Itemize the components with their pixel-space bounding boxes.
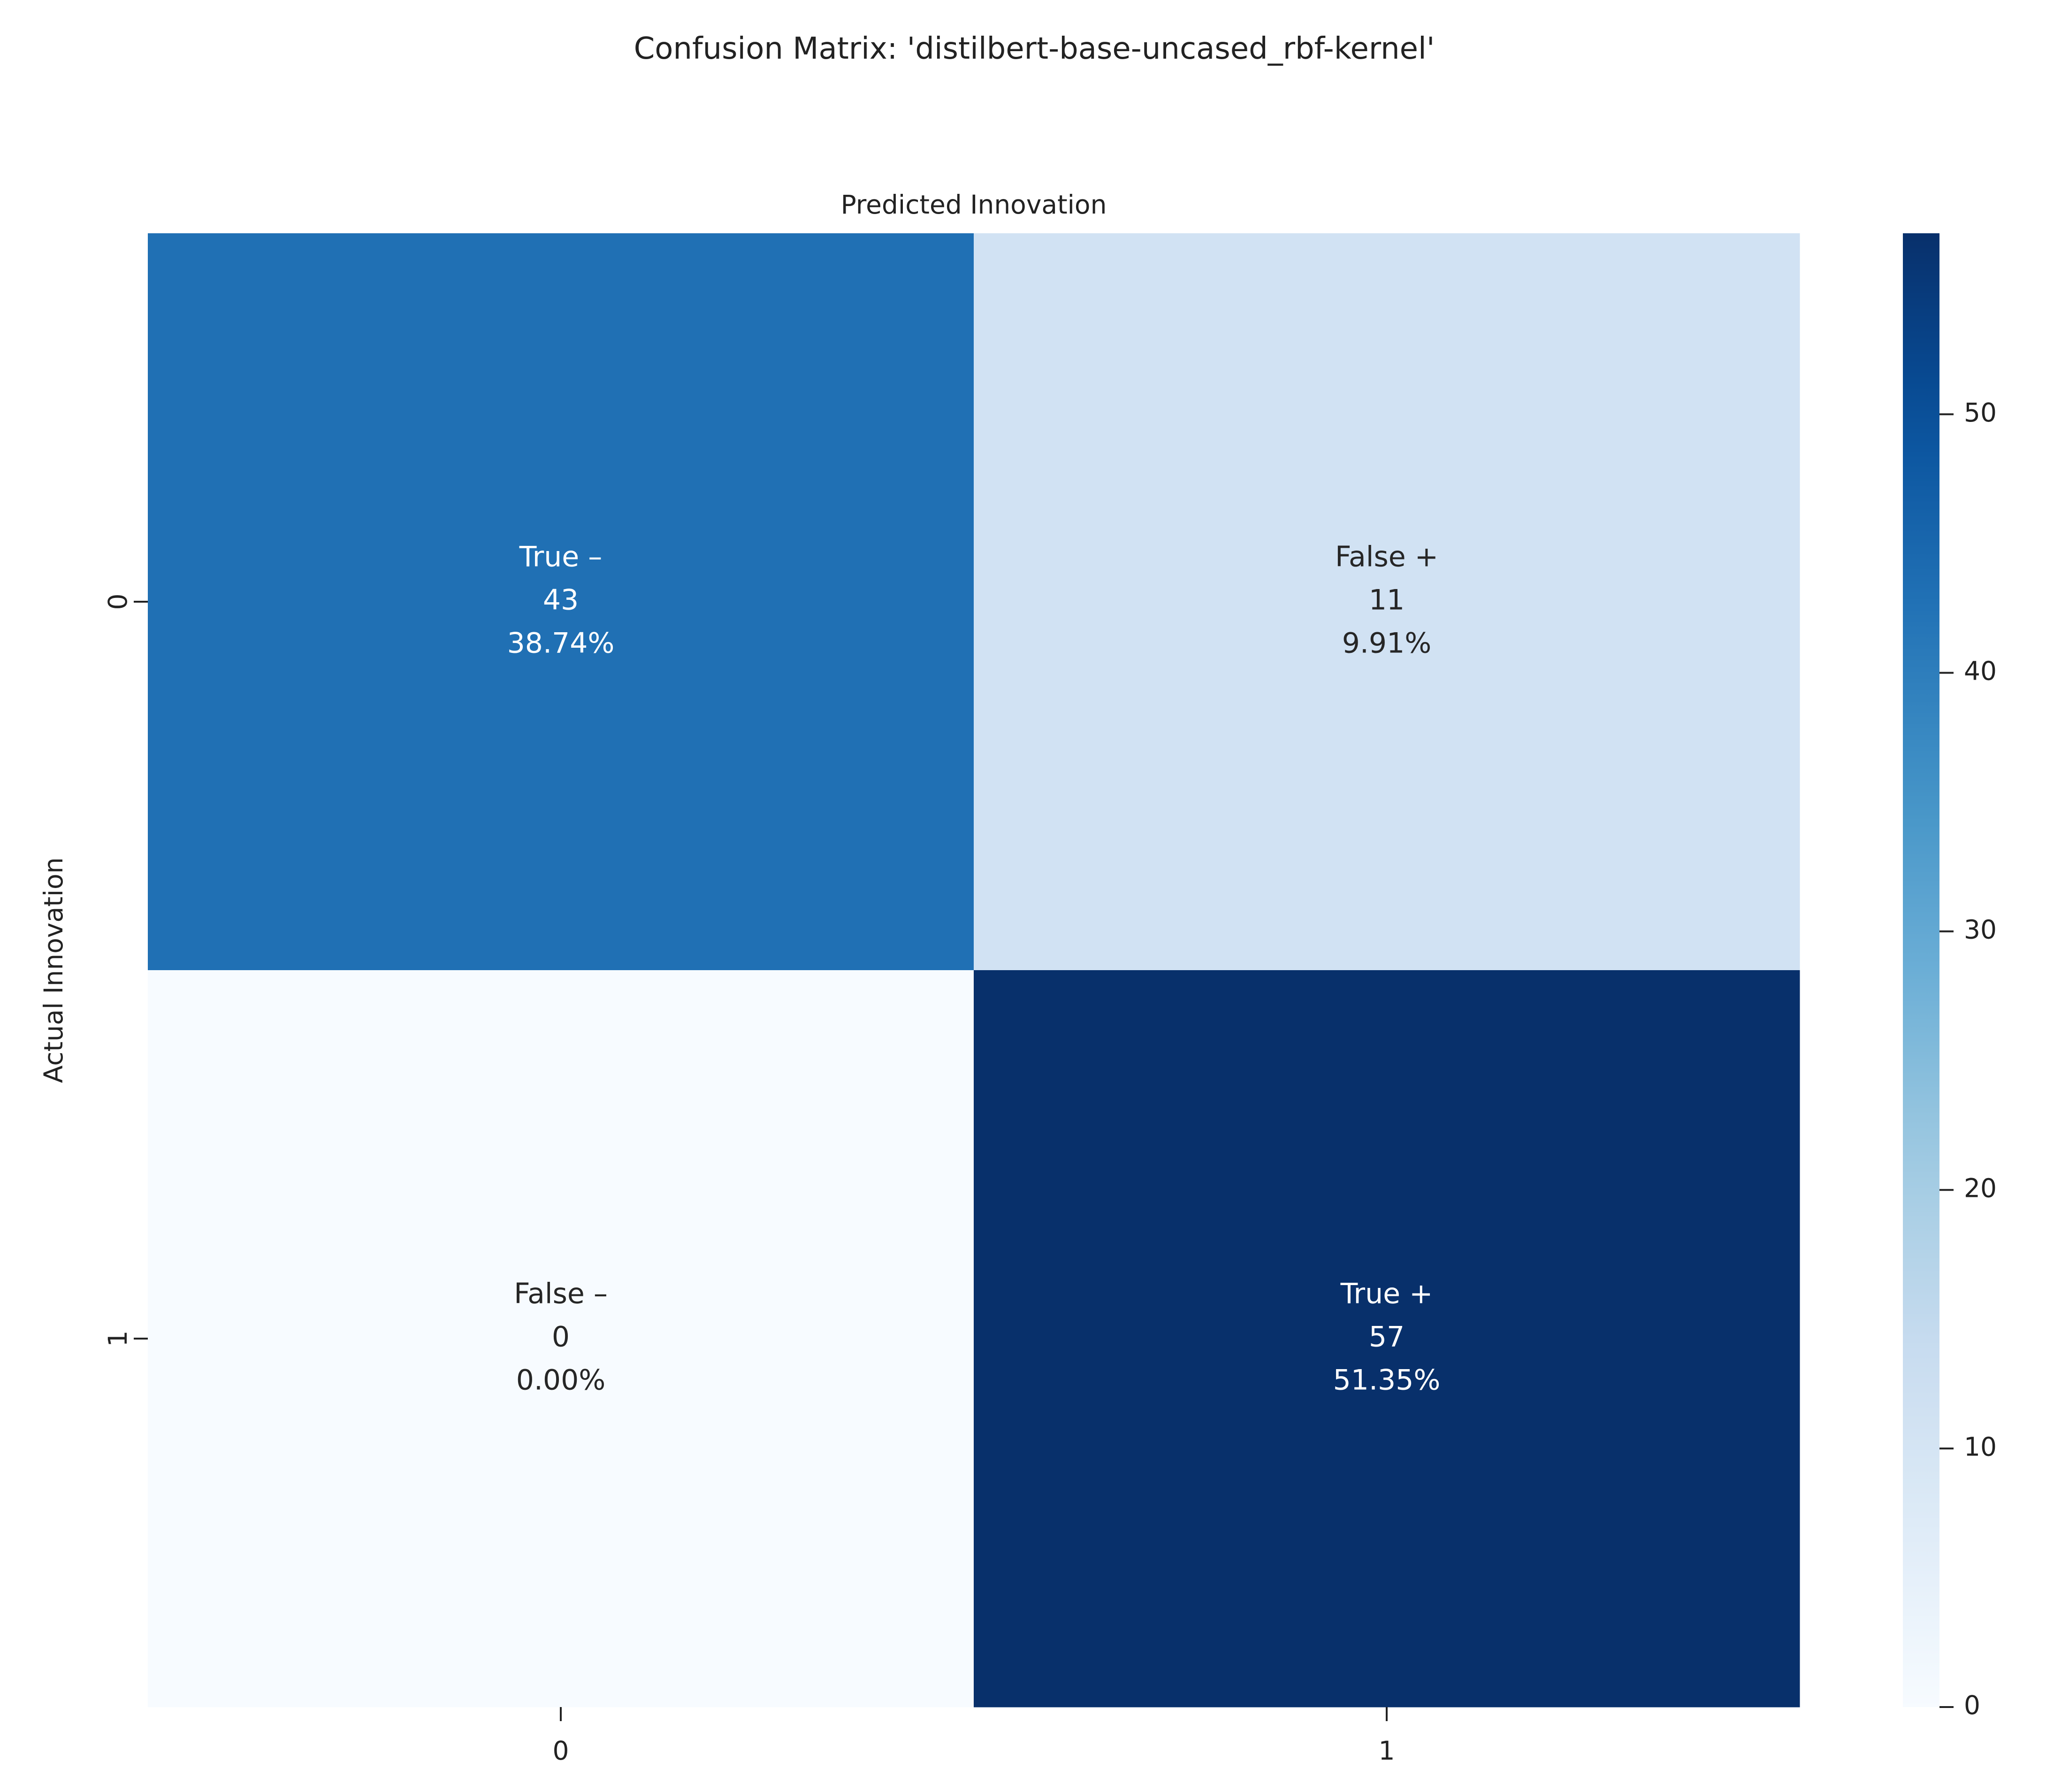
x-axis-label: Predicted Innovation xyxy=(841,190,1107,220)
axis-ticks: 0 1 0 1 xyxy=(103,594,1395,1766)
heatmap-cell xyxy=(974,233,1800,971)
colorbar-tick-label: 50 xyxy=(1964,398,1997,428)
x-tick-label: 1 xyxy=(1379,1736,1395,1766)
y-axis-label: Actual Innovation xyxy=(38,858,69,1083)
cell-label-count: 43 xyxy=(543,584,579,617)
colorbar-tick-label: 10 xyxy=(1964,1432,1997,1462)
cell-label-percent: 0.00% xyxy=(516,1364,606,1397)
y-tick-label: 0 xyxy=(103,594,133,610)
y-tick-label: 1 xyxy=(103,1331,133,1347)
cell-label-percent: 9.91% xyxy=(1342,627,1432,660)
colorbar-gradient xyxy=(1903,233,1939,1707)
heatmap-cell xyxy=(974,970,1800,1708)
colorbar-tick-label: 0 xyxy=(1964,1690,1980,1720)
cell-label-name: True – xyxy=(519,541,603,574)
colorbar-tick-label: 20 xyxy=(1964,1173,1997,1203)
colorbar-tick-label: 30 xyxy=(1964,915,1997,945)
cell-label-name: False – xyxy=(514,1278,608,1310)
colorbar: 0 10 20 30 40 50 xyxy=(1903,233,1997,1720)
x-tick-label: 0 xyxy=(553,1736,569,1766)
cell-label-count: 0 xyxy=(552,1321,570,1354)
heatmap-cells: True – 43 38.74% False + 11 9.91% False – 0 0.00… xyxy=(148,233,1800,1708)
heatmap-cell xyxy=(148,970,974,1708)
cell-label-count: 11 xyxy=(1369,584,1405,617)
colorbar-tick-label: 40 xyxy=(1964,656,1997,686)
cell-label-percent: 38.74% xyxy=(507,627,615,660)
cell-label-name: False + xyxy=(1335,541,1438,574)
cell-label-percent: 51.35% xyxy=(1333,1364,1441,1397)
chart-title: Confusion Matrix: 'distilbert-base-uncas… xyxy=(634,31,1435,66)
cell-label-count: 57 xyxy=(1369,1321,1405,1354)
heatmap-cell xyxy=(148,233,974,971)
cell-label-name: True + xyxy=(1340,1278,1433,1310)
